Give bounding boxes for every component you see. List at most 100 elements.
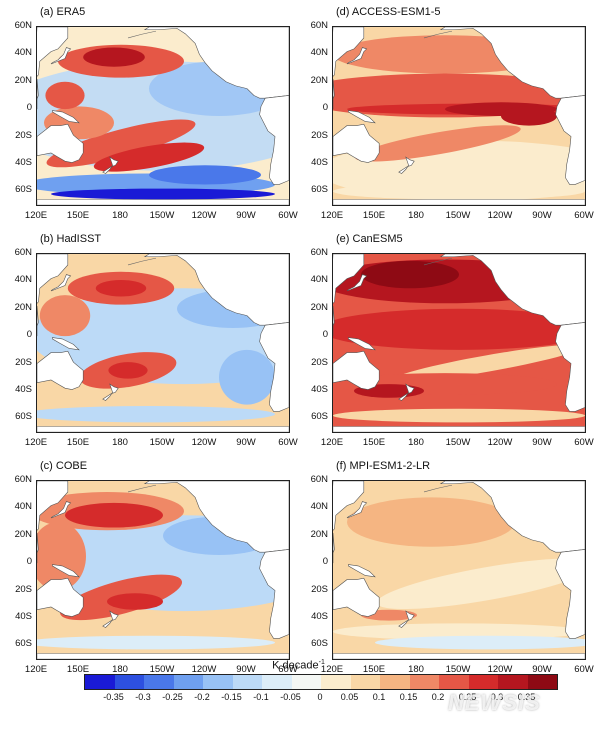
lat-tick-label: 0 <box>322 556 328 568</box>
lat-tick-label: 40N <box>310 274 328 286</box>
lon-tick-label: 150E <box>362 664 386 675</box>
colorbar-swatch <box>203 675 233 689</box>
lon-tick-label: 120E <box>24 664 48 675</box>
lon-tick-label: 120W <box>191 664 217 675</box>
lat-tick-label: 20S <box>15 129 32 141</box>
canesm-field <box>333 254 585 432</box>
lat-tick-label: 20N <box>14 74 32 86</box>
lat-tick-label: 40S <box>15 383 32 395</box>
lon-tick-label: 150W <box>445 664 471 675</box>
lon-tick-label: 60W <box>574 210 594 221</box>
panel-d: (d) ACCESS-ESM1-5 60N 40N 20N 0 20S 40S 60S 120… <box>296 6 596 230</box>
lon-tick-label: 150W <box>149 437 175 448</box>
colorbar-swatch <box>85 675 115 689</box>
colorbar-swatch <box>262 675 292 689</box>
colorbar-swatch <box>527 675 557 689</box>
colorbar-tick-label: 0.2 <box>431 692 445 702</box>
colorbar-swatch <box>498 675 528 689</box>
panel-c: (c) COBE 60N 40N 20N 0 20S 40S 60S 120E 150E 180 1… <box>0 460 300 684</box>
lon-tick-label: 150E <box>66 664 90 675</box>
colorbar <box>84 674 558 690</box>
watermark-logo: NEWSIS <box>448 690 541 715</box>
lat-tick-label: 40S <box>311 156 328 168</box>
lon-tick-label: 180 <box>408 437 424 448</box>
lat-tick-label: 60S <box>15 638 32 650</box>
lat-tick-label: 60S <box>311 184 328 196</box>
lat-tick-label: 60N <box>14 247 32 258</box>
colorbar-tick-label: 0.25 <box>458 692 477 702</box>
lat-tick-label: 0 <box>322 102 328 114</box>
lon-tick-label: 120W <box>487 210 513 221</box>
lat-tick-label: 20S <box>15 583 32 595</box>
colorbar-swatch <box>321 675 351 689</box>
lon-tick-label: 90W <box>236 437 256 448</box>
lon-tick-label: 180 <box>112 664 128 675</box>
lat-tick-label: 40S <box>311 610 328 622</box>
lon-tick-label: 90W <box>532 664 552 675</box>
lat-tick-label: 60N <box>14 474 32 485</box>
colorbar-swatch <box>291 675 321 689</box>
lon-tick-label: 150W <box>445 437 471 448</box>
map-hadisst <box>36 253 290 433</box>
access-field <box>333 27 585 205</box>
lon-tick-label: 150E <box>66 210 90 221</box>
lon-tick-label: 120E <box>24 437 48 448</box>
lat-tick-label: 40N <box>14 274 32 286</box>
lon-tick-label: 150E <box>362 437 386 448</box>
lat-tick-label: 20N <box>14 301 32 313</box>
colorbar-swatch <box>409 675 439 689</box>
lon-tick-label: 120W <box>487 437 513 448</box>
lat-tick-label: 40N <box>14 501 32 513</box>
colorbar-swatch <box>114 675 144 689</box>
lat-tick-label: 20S <box>311 583 328 595</box>
lat-tick-label: 60N <box>310 474 328 485</box>
panel-title: (d) ACCESS-ESM1-5 <box>336 6 441 18</box>
lat-tick-label: 40S <box>15 156 32 168</box>
colorbar-tick-label: 0.05 <box>340 692 359 702</box>
lon-tick-label: 120W <box>191 437 217 448</box>
era5-field <box>37 27 289 205</box>
lon-tick-label: 120E <box>320 210 344 221</box>
lat-tick-label: 60S <box>15 184 32 196</box>
lon-tick-label: 120E <box>24 210 48 221</box>
colorbar-tick-label: 0 <box>317 692 323 702</box>
colorbar-swatch <box>468 675 498 689</box>
lon-tick-label: 180 <box>112 210 128 221</box>
lat-tick-label: 40N <box>310 501 328 513</box>
cobe-field <box>37 481 289 659</box>
colorbar-tick-label: 0.15 <box>399 692 418 702</box>
colorbar-tick-label: 0.1 <box>372 692 386 702</box>
lon-tick-label: 120E <box>320 437 344 448</box>
panel-title: (f) MPI-ESM1-2-LR <box>336 460 431 472</box>
lat-tick-label: 0 <box>26 329 32 341</box>
map-access-esm1-5 <box>332 26 586 206</box>
lon-tick-label: 120W <box>191 210 217 221</box>
lon-tick-label: 60W <box>574 664 594 675</box>
lat-tick-label: 40S <box>15 610 32 622</box>
lat-tick-label: 60S <box>15 411 32 423</box>
lat-tick-label: 20S <box>15 356 32 368</box>
colorbar-unit: K decade <box>272 659 319 672</box>
lat-tick-label: 60S <box>311 638 328 650</box>
lat-tick-label: 0 <box>26 556 32 568</box>
lon-tick-label: 60W <box>574 437 594 448</box>
map-era5 <box>36 26 290 206</box>
lon-tick-label: 150W <box>149 664 175 675</box>
colorbar-tick-label: -0.1 <box>253 692 269 702</box>
panel-a: (a) ERA5 60N 40N 20N 0 20S 40S 60S 120E 150E 180 1… <box>0 6 300 230</box>
lon-tick-label: 60W <box>278 210 298 221</box>
colorbar-tick-label: -0.25 <box>162 692 183 702</box>
colorbar-title: K decade-1 <box>0 659 597 672</box>
lat-tick-label: 0 <box>322 329 328 341</box>
lon-tick-label: 150E <box>66 437 90 448</box>
hadisst-field <box>37 254 289 432</box>
lon-tick-label: 90W <box>236 664 256 675</box>
colorbar-swatch <box>380 675 410 689</box>
lat-tick-label: 40N <box>14 47 32 59</box>
lon-tick-label: 150W <box>445 210 471 221</box>
colorbar-tick-label: -0.05 <box>280 692 301 702</box>
map-mpi-esm1-2-lr <box>332 480 586 660</box>
lon-tick-label: 120W <box>487 664 513 675</box>
lat-tick-label: 60N <box>310 247 328 258</box>
colorbar-tick-label: -0.15 <box>221 692 242 702</box>
